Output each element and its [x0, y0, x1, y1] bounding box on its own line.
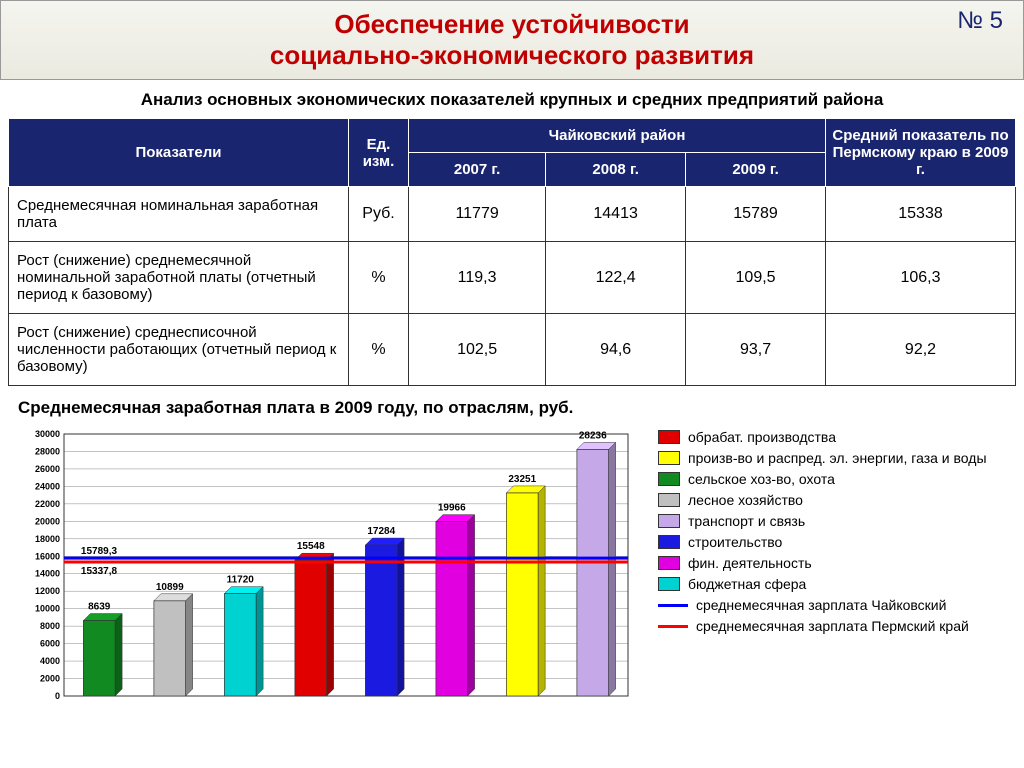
th-indicators: Показатели [9, 119, 349, 187]
cell-avg: 92,2 [826, 314, 1016, 386]
cell-v1: 11779 [409, 187, 546, 242]
cell-unit: % [349, 314, 409, 386]
legend-label: произв-во и распред. эл. энергии, газа и… [688, 450, 987, 466]
table-row: Рост (снижение) среднемесячной номинальн… [9, 242, 1016, 314]
legend-swatch [658, 514, 680, 528]
legend-swatch [658, 556, 680, 570]
table-row: Среднемесячная номинальная заработная пл… [9, 187, 1016, 242]
indicators-table: Показатели Ед. изм. Чайковский район Сре… [8, 118, 1016, 386]
legend-item: фин. деятельность [658, 555, 1006, 571]
svg-text:19966: 19966 [438, 503, 466, 514]
cell-v2: 94,6 [546, 314, 686, 386]
legend-label: сельское хоз-во, охота [688, 471, 835, 487]
legend-swatch [658, 493, 680, 507]
legend-item: сельское хоз-во, охота [658, 471, 1006, 487]
legend-swatch [658, 472, 680, 486]
svg-text:22000: 22000 [35, 499, 60, 509]
svg-text:16000: 16000 [35, 552, 60, 562]
cell-unit: % [349, 242, 409, 314]
svg-text:28236: 28236 [579, 431, 607, 442]
th-y1: 2007 г. [409, 153, 546, 187]
cell-label: Рост (снижение) среднесписочной численно… [9, 314, 349, 386]
legend-label: строительство [688, 534, 782, 550]
svg-text:17284: 17284 [367, 526, 395, 537]
svg-text:8000: 8000 [40, 622, 60, 632]
legend-label: среднемесячная зарплата Чайковский [696, 597, 946, 613]
legend-item: строительство [658, 534, 1006, 550]
cell-avg: 106,3 [826, 242, 1016, 314]
cell-avg: 15338 [826, 187, 1016, 242]
legend-label: транспорт и связь [688, 513, 805, 529]
legend-item: среднемесячная зарплата Чайковский [658, 597, 1006, 613]
cell-label: Среднемесячная номинальная заработная пл… [9, 187, 349, 242]
legend-item: среднемесячная зарплата Пермский край [658, 618, 1006, 634]
svg-text:18000: 18000 [35, 534, 60, 544]
chart-title: Среднемесячная заработная плата в 2009 г… [18, 398, 1006, 418]
cell-v2: 14413 [546, 187, 686, 242]
slide-title: Обеспечение устойчивости социально-эконо… [21, 9, 1003, 71]
svg-text:26000: 26000 [35, 464, 60, 474]
legend-line-swatch [658, 625, 688, 628]
svg-text:28000: 28000 [35, 447, 60, 457]
svg-text:24000: 24000 [35, 482, 60, 492]
svg-text:10899: 10899 [156, 582, 184, 593]
legend-item: лесное хозяйство [658, 492, 1006, 508]
legend-label: обрабат. производства [688, 429, 836, 445]
legend-label: бюджетная сфера [688, 576, 806, 592]
th-y3: 2009 г. [686, 153, 826, 187]
svg-text:30000: 30000 [35, 429, 60, 439]
svg-text:20000: 20000 [35, 517, 60, 527]
svg-text:0: 0 [55, 691, 60, 701]
cell-v3: 109,5 [686, 242, 826, 314]
th-avg: Средний показатель по Пермскому краю в 2… [826, 119, 1016, 187]
legend-label: среднемесячная зарплата Пермский край [696, 618, 969, 634]
header-band: № 5 Обеспечение устойчивости социально-э… [0, 0, 1024, 80]
svg-text:15548: 15548 [297, 542, 325, 553]
legend-swatch [658, 451, 680, 465]
slide-number: № 5 [957, 7, 1003, 35]
svg-text:23251: 23251 [508, 474, 536, 485]
cell-v3: 93,7 [686, 314, 826, 386]
legend-item: обрабат. производства [658, 429, 1006, 445]
table-row: Рост (снижение) среднесписочной численно… [9, 314, 1016, 386]
svg-text:10000: 10000 [35, 604, 60, 614]
cell-v2: 122,4 [546, 242, 686, 314]
svg-text:11720: 11720 [227, 575, 255, 586]
cell-unit: Руб. [349, 187, 409, 242]
legend-item: произв-во и распред. эл. энергии, газа и… [658, 450, 1006, 466]
svg-text:6000: 6000 [40, 639, 60, 649]
svg-text:14000: 14000 [35, 569, 60, 579]
svg-text:15789,3: 15789,3 [81, 546, 118, 557]
legend-item: транспорт и связь [658, 513, 1006, 529]
th-unit: Ед. изм. [349, 119, 409, 187]
legend-swatch [658, 430, 680, 444]
svg-text:2000: 2000 [40, 674, 60, 684]
svg-text:8639: 8639 [88, 602, 111, 613]
legend-item: бюджетная сфера [658, 576, 1006, 592]
svg-text:4000: 4000 [40, 656, 60, 666]
cell-label: Рост (снижение) среднемесячной номинальн… [9, 242, 349, 314]
th-region: Чайковский район [409, 119, 826, 153]
bar-chart: 0 2000 4000 6000 8000 10000 12000 14000 16000 180… [18, 424, 638, 714]
legend-line-swatch [658, 604, 688, 607]
legend-label: фин. деятельность [688, 555, 812, 571]
svg-text:15337,8: 15337,8 [81, 566, 118, 577]
legend-swatch [658, 535, 680, 549]
th-y2: 2008 г. [546, 153, 686, 187]
cell-v1: 119,3 [409, 242, 546, 314]
cell-v1: 102,5 [409, 314, 546, 386]
subtitle: Анализ основных экономических показателе… [20, 90, 1004, 110]
cell-v3: 15789 [686, 187, 826, 242]
legend-swatch [658, 577, 680, 591]
legend-label: лесное хозяйство [688, 492, 803, 508]
svg-text:12000: 12000 [35, 587, 60, 597]
chart-legend: обрабат. производства произв-во и распред… [638, 424, 1006, 714]
